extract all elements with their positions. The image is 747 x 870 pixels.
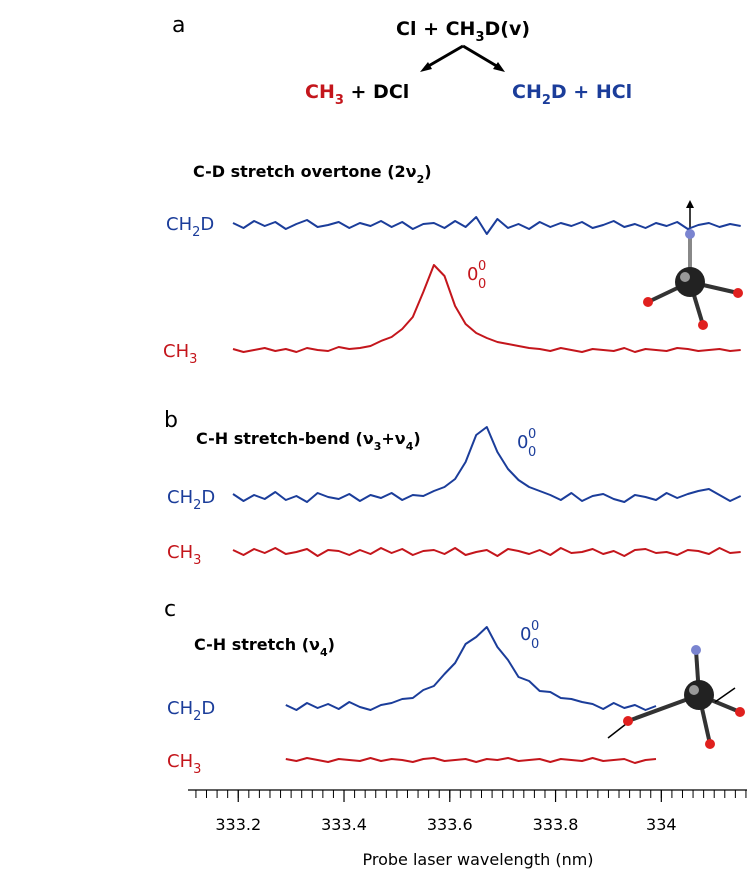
x-axis-label: Probe laser wavelength (nm) xyxy=(362,850,593,869)
trace-label-part: D xyxy=(201,698,215,719)
reactant: Cl + CH3D(v) xyxy=(396,18,530,45)
peak-label-sup: 0 xyxy=(528,427,536,442)
trace-label-part: D xyxy=(200,214,214,235)
trace-label-part: CH xyxy=(167,487,193,508)
panel-title: C-D stretch overtone (2ν2) xyxy=(193,162,432,186)
panel-title-part: 3 xyxy=(374,440,382,453)
panel-title-part: +ν xyxy=(381,429,405,448)
trace-label: CH3 xyxy=(163,341,197,367)
reaction-scheme: Cl + CH3D(v) CH3 + DCl CH2D + HCl xyxy=(305,18,632,108)
peak-label-sup: 0 xyxy=(531,619,539,634)
trace-label-part: CH xyxy=(167,542,193,563)
panel-letter: c xyxy=(164,597,176,622)
product-left: CH3 + DCl xyxy=(305,81,409,108)
trace-label-part: 3 xyxy=(193,553,201,568)
trace-label: CH2D xyxy=(166,214,214,240)
panel-letter: b xyxy=(164,408,178,433)
trace-label: CH2D xyxy=(167,698,215,724)
trace xyxy=(232,264,741,353)
peak-label-sub: 0 xyxy=(478,277,486,292)
trace-label-part: CH xyxy=(167,751,193,772)
trace-label: CH3 xyxy=(167,542,201,568)
peak-label-sub: 0 xyxy=(528,445,536,460)
panel-title-part: ) xyxy=(424,162,431,181)
x-tick-label: 333.4 xyxy=(321,815,367,834)
trace-label: CH2D xyxy=(167,487,215,513)
trace-label: CH3 xyxy=(167,751,201,777)
x-tick-label: 333.8 xyxy=(533,815,579,834)
panel-title-part: C-H stretch (ν xyxy=(194,635,320,654)
molecule-a xyxy=(643,200,743,330)
trace-label-part: CH xyxy=(167,698,193,719)
arrowheads xyxy=(420,62,505,72)
trace-label-part: 3 xyxy=(189,352,197,367)
trace-label-part: 2 xyxy=(192,225,200,240)
peak-label: 0 xyxy=(520,624,531,645)
x-tick-label: 334 xyxy=(646,815,677,834)
trace xyxy=(232,216,741,235)
peak-label-sup: 0 xyxy=(478,259,486,274)
peak-label: 0 xyxy=(467,264,478,285)
trace-label-part: CH xyxy=(163,341,189,362)
panel-title-part: 4 xyxy=(320,646,328,659)
trace-label-part: D xyxy=(201,487,215,508)
panel-title-part: ) xyxy=(413,429,420,448)
x-tick-label: 333.6 xyxy=(427,815,473,834)
trace-label-part: 3 xyxy=(193,762,201,777)
panel-title-part: ) xyxy=(328,635,335,654)
panel-title: C-H stretch-bend (ν3+ν4) xyxy=(196,429,421,453)
trace xyxy=(232,426,742,503)
molecule-c xyxy=(607,645,745,749)
panel-title-part: 4 xyxy=(406,440,414,453)
panel-title-part: C-H stretch-bend (ν xyxy=(196,429,374,448)
panel-title-part: C-D stretch overtone (2ν xyxy=(193,162,417,181)
product-right: CH2D + HCl xyxy=(512,81,632,108)
peak-label: 0 xyxy=(517,432,528,453)
trace-label-part: 2 xyxy=(193,498,201,513)
x-tick-label: 333.2 xyxy=(215,815,261,834)
peak-label-sub: 0 xyxy=(531,637,539,652)
panel-letter: a xyxy=(172,13,185,38)
trace xyxy=(285,626,657,711)
branch-arrows xyxy=(424,44,501,70)
panel-title: C-H stretch (ν4) xyxy=(194,635,335,659)
trace xyxy=(232,547,741,557)
trace xyxy=(285,757,657,764)
trace-label-part: CH xyxy=(166,214,192,235)
panel-title-part: 2 xyxy=(417,173,425,186)
trace-label-part: 2 xyxy=(193,709,201,724)
